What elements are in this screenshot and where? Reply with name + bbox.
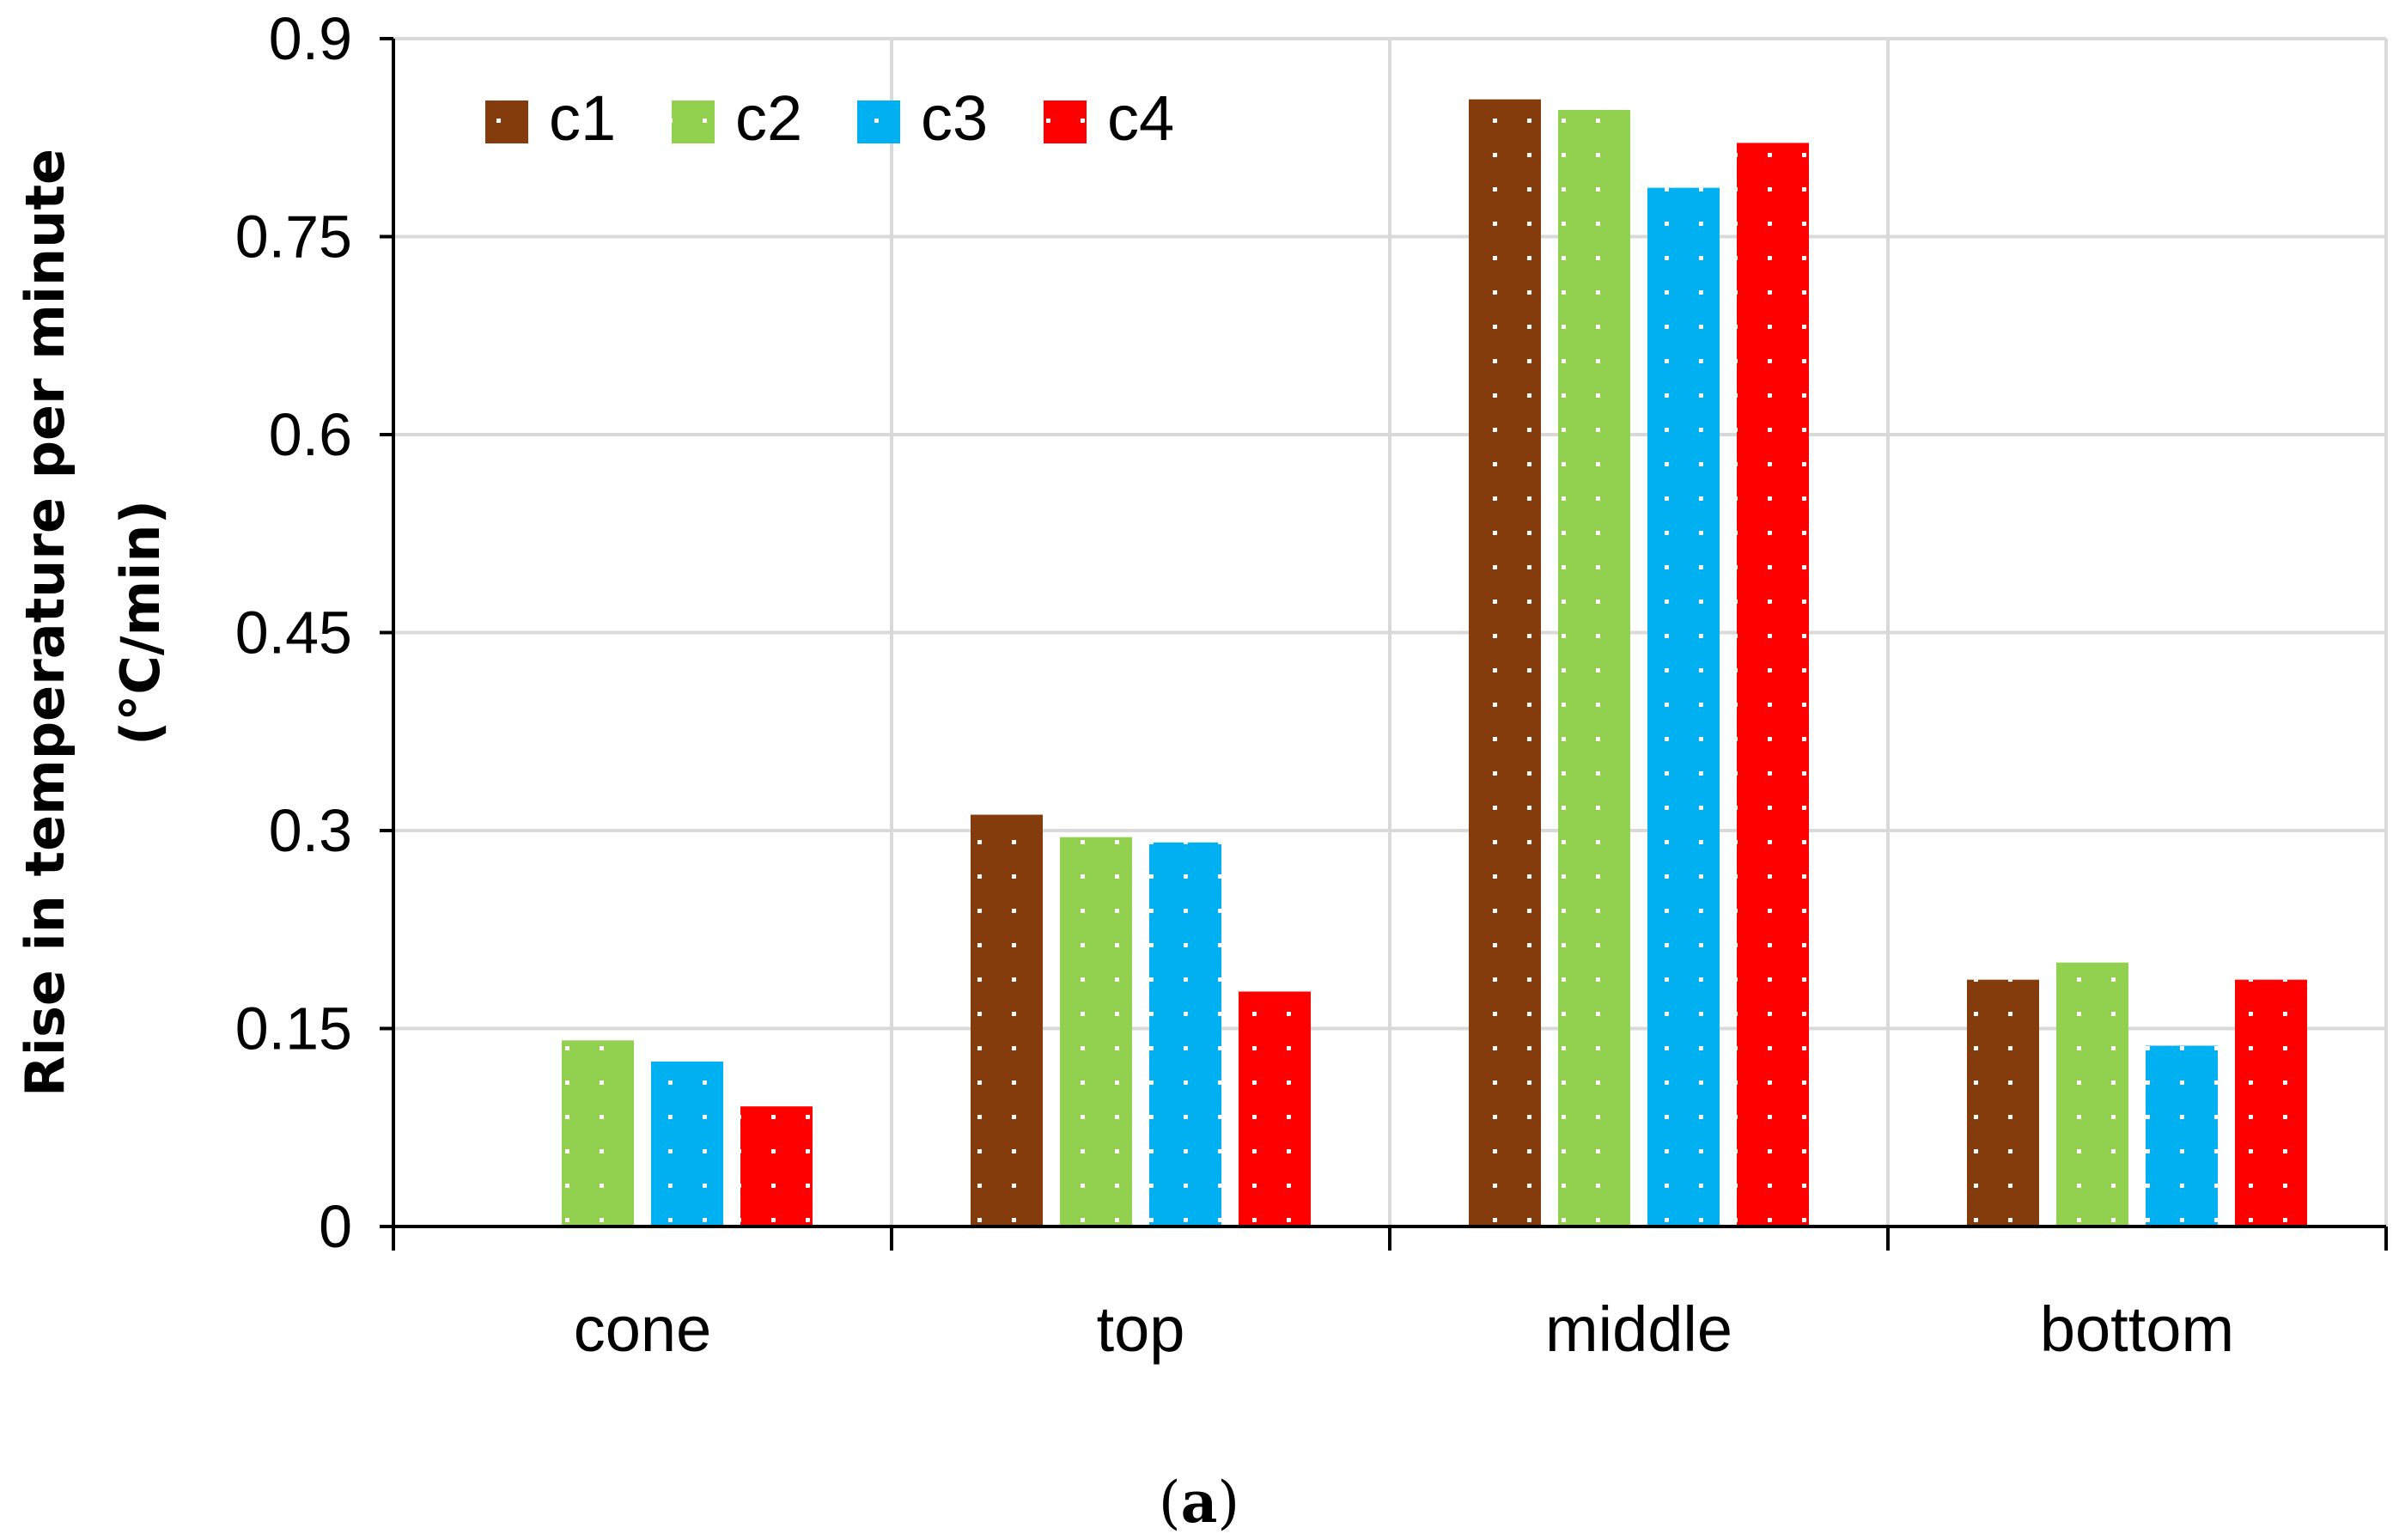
legend: c1 c2 c3 c4 bbox=[485, 82, 1174, 154]
y-tick-labels: 0 0.15 0.3 0.45 0.6 0.75 0.9 bbox=[235, 5, 352, 1260]
axes bbox=[380, 37, 2388, 1251]
legend-swatch-pattern-c2 bbox=[672, 100, 715, 143]
bars bbox=[562, 99, 2307, 1227]
legend-label-c2: c2 bbox=[735, 82, 802, 154]
bar-pattern-c4-cone bbox=[740, 1106, 813, 1227]
y-tick-label: 0.75 bbox=[235, 204, 352, 271]
bar-pattern-c3-top bbox=[1149, 842, 1221, 1227]
legend-label-c1: c1 bbox=[549, 82, 616, 154]
y-tick-label: 0.3 bbox=[269, 797, 352, 864]
legend-label-c4: c4 bbox=[1107, 82, 1174, 154]
x-category-label: top bbox=[1097, 1293, 1185, 1365]
x-category-labels: cone top middle bottom bbox=[574, 1293, 2234, 1365]
bar-pattern-c2-bottom bbox=[2056, 962, 2128, 1227]
x-category-label: bottom bbox=[2040, 1293, 2234, 1365]
bar-pattern-c4-bottom bbox=[2235, 979, 2307, 1227]
legend-swatch-pattern-c3 bbox=[857, 100, 900, 143]
bar-pattern-c3-middle bbox=[1647, 187, 1720, 1227]
panel-label-close: ) bbox=[1217, 1470, 1239, 1536]
bar-pattern-c1-bottom bbox=[1967, 979, 2039, 1227]
bar-pattern-c1-top bbox=[971, 814, 1043, 1227]
x-category-label: middle bbox=[1545, 1293, 1732, 1365]
panel-label-letter: a bbox=[1181, 1469, 1218, 1536]
panel-label: (a) bbox=[1159, 1469, 1239, 1536]
y-tick-label: 0.9 bbox=[269, 5, 352, 72]
bar-pattern-c2-top bbox=[1060, 837, 1132, 1227]
bar-pattern-c3-cone bbox=[651, 1061, 723, 1227]
x-category-label: cone bbox=[574, 1293, 711, 1365]
y-axis-title: Rise in temperature per minute (°C/min) bbox=[14, 149, 172, 1097]
bar-pattern-c2-cone bbox=[562, 1040, 634, 1227]
y-tick-label: 0.15 bbox=[235, 995, 352, 1062]
y-axis-title-line-1: Rise in temperature per minute bbox=[14, 149, 76, 1097]
y-tick-label: 0.6 bbox=[269, 401, 352, 468]
bar-pattern-c4-top bbox=[1239, 991, 1311, 1227]
gridlines bbox=[393, 37, 2388, 1227]
bar-pattern-c3-bottom bbox=[2146, 1045, 2218, 1227]
y-axis-title-line-2: (°C/min) bbox=[109, 500, 172, 746]
legend-label-c3: c3 bbox=[921, 82, 988, 154]
bar-pattern-c2-middle bbox=[1558, 109, 1630, 1227]
bar-pattern-c4-middle bbox=[1737, 143, 1809, 1227]
y-tick-label: 0 bbox=[319, 1193, 352, 1260]
panel-label-open: ( bbox=[1159, 1470, 1181, 1536]
y-tick-label: 0.45 bbox=[235, 600, 352, 667]
legend-swatch-pattern-c4 bbox=[1044, 100, 1087, 143]
bar-pattern-c1-middle bbox=[1469, 99, 1541, 1227]
legend-swatch-pattern-c1 bbox=[485, 100, 528, 143]
